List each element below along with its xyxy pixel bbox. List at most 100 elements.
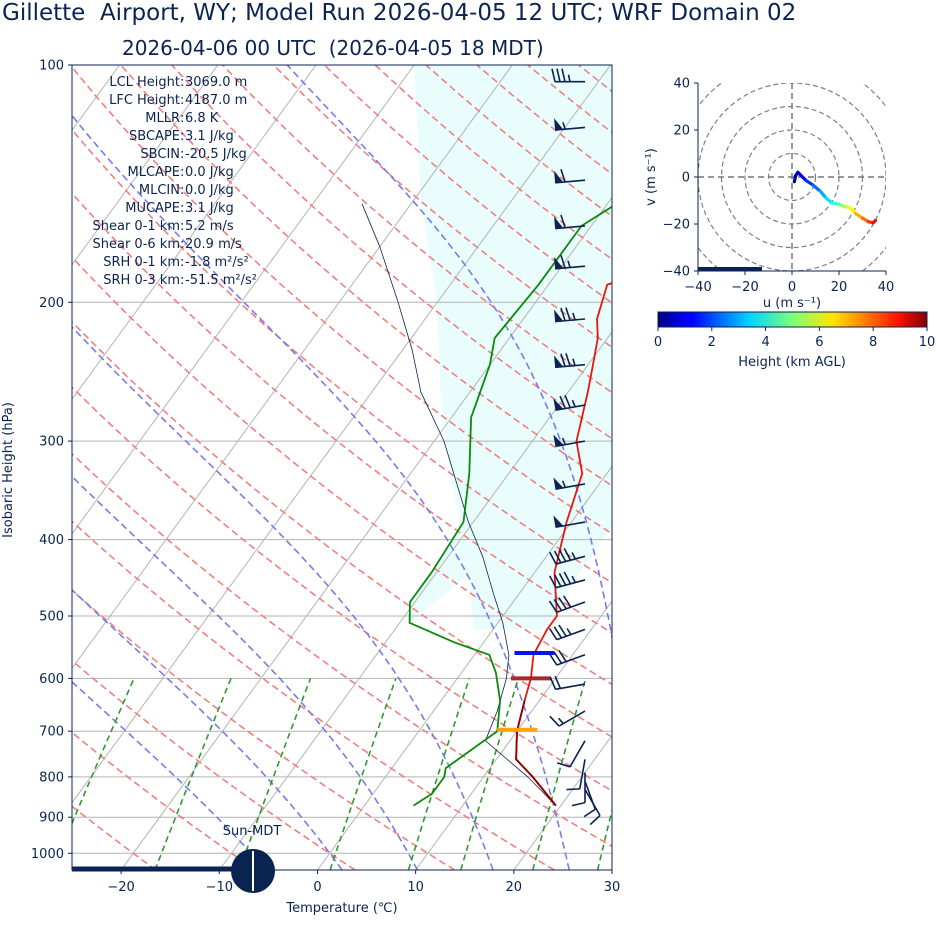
index-value: 3.1 J/kg	[185, 129, 234, 144]
wind-barb-half	[561, 437, 567, 445]
wind-barb	[571, 772, 586, 807]
isotherm-line	[72, 65, 219, 266]
wind-barb	[548, 650, 586, 666]
wind-barb-full	[553, 626, 563, 639]
hodograph-y-tick-label: 20	[673, 124, 690, 139]
dry-adiabat-line	[578, 65, 612, 93]
index-label: MLCAPE	[128, 165, 180, 180]
wind-barb-flag	[553, 515, 564, 528]
dry-adiabat-line	[72, 452, 612, 848]
index-separator: :	[180, 237, 184, 252]
wind-barb	[584, 789, 601, 826]
isotherm-line	[415, 600, 612, 870]
wind-barb	[548, 595, 586, 614]
wind-barb-half	[567, 74, 571, 82]
wind-barb-full	[566, 788, 580, 791]
index-label: LFC Height	[109, 93, 180, 108]
hodograph-y-tick-label: −40	[663, 265, 690, 280]
dry-adiabat-line	[72, 320, 612, 738]
wind-barb-full	[560, 168, 566, 183]
index-separator: :	[180, 183, 184, 198]
moist-adiabat-line	[72, 475, 419, 870]
isotherm-line	[72, 65, 513, 670]
index-separator: :	[180, 165, 184, 180]
hodograph-x-tick-label: −40	[684, 280, 711, 295]
wind-barb-full	[562, 595, 572, 608]
dry-adiabat-line	[72, 589, 456, 870]
index-value: 0.0 J/kg	[185, 165, 234, 180]
wind-barb-full	[589, 814, 601, 826]
wind-barb	[548, 624, 586, 641]
index-value: 5.2 m/s	[185, 219, 234, 234]
hodograph-y-tick-label: 0	[682, 171, 690, 186]
wind-barb-full	[549, 715, 560, 727]
index-label: Shear 0-6 km	[93, 237, 181, 252]
index-label: LCL Height	[109, 75, 180, 90]
isotherm-line	[120, 196, 612, 870]
mixing-ratio-line	[596, 807, 612, 870]
isotherm-line	[72, 65, 611, 804]
wind-barb-half	[566, 628, 572, 635]
wind-barb-full	[551, 68, 556, 82]
y-tick-label: 300	[39, 435, 64, 450]
wind-barb-full	[571, 801, 586, 807]
mixing-ratio-line	[72, 678, 135, 826]
mixing-ratio-lines	[72, 678, 612, 870]
moist-adiabat-line	[72, 114, 571, 870]
isotherm-line	[317, 465, 612, 870]
wind-barb	[553, 395, 586, 412]
dry-adiabat-line	[630, 65, 936, 870]
wind-barb-half	[572, 312, 576, 321]
colorbar-ramp	[657, 311, 928, 328]
wind-barb-staff	[569, 740, 586, 768]
dry-adiabat-line	[72, 386, 612, 792]
wind-barbs	[548, 68, 601, 826]
index-value: -20.5 J/kg	[185, 147, 247, 162]
index-separator: :	[180, 111, 184, 126]
wind-barb-full	[553, 598, 563, 612]
wind-barb	[566, 759, 586, 791]
index-separator: :	[180, 273, 184, 288]
wind-barb	[549, 571, 586, 589]
colorbar-tick-label: 0	[654, 335, 662, 350]
index-separator: :	[180, 93, 184, 108]
hodograph-x-tick-label: 40	[878, 280, 895, 295]
wind-barb-half	[572, 358, 576, 366]
hodograph-x-label: u (m s⁻¹)	[763, 296, 821, 311]
index-separator: :	[180, 201, 184, 216]
index-separator: :	[180, 255, 184, 270]
y-tick-label: 800	[39, 770, 64, 785]
isotherm-line	[72, 65, 415, 535]
wind-barb-full	[564, 395, 571, 408]
wind-barb-flag	[554, 118, 564, 131]
cape-shaded-area	[72, 65, 612, 630]
mixing-ratio-line	[154, 678, 232, 870]
colorbar-tick-label: 2	[708, 335, 716, 350]
parcel-trace-line	[361, 203, 557, 806]
low-level-temperature-line	[515, 700, 557, 807]
wind-barb-half	[571, 575, 577, 583]
wind-barb-half	[557, 717, 564, 725]
colorbar-tick-label: 6	[815, 335, 823, 350]
wind-barb	[554, 118, 586, 131]
wind-barb-half	[562, 122, 566, 130]
dry-adiabat-line	[72, 66, 612, 535]
isotherm-line	[611, 869, 612, 870]
wind-barb-full	[558, 597, 567, 610]
height-colorbar: 0 2 4 6 8 10 Height (km AGL)	[654, 311, 935, 370]
index-value: 0.0 J/kg	[185, 183, 234, 198]
wind-barb-full	[565, 353, 571, 367]
y-tick-label: 1000	[31, 847, 64, 862]
wind-barb-staff	[555, 179, 586, 184]
colorbar-tick-label: 4	[761, 335, 769, 350]
y-axis-label: Isobaric Height (hPa)	[1, 402, 16, 538]
dry-adiabat-line	[72, 659, 356, 870]
wind-barb	[549, 710, 586, 727]
y-tick-label: 500	[39, 609, 64, 624]
wind-barb-flag	[554, 170, 564, 183]
wind-barb-full	[549, 676, 557, 690]
index-label: Shear 0-1 km	[93, 219, 181, 234]
